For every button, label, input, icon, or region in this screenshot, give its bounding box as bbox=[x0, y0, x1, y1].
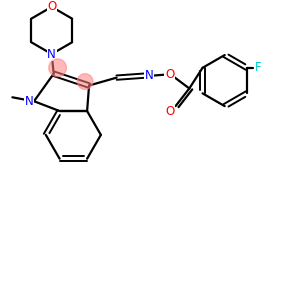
Text: O: O bbox=[47, 0, 56, 14]
Text: N: N bbox=[25, 95, 34, 108]
Text: O: O bbox=[165, 105, 174, 118]
Text: N: N bbox=[145, 69, 153, 82]
Text: N: N bbox=[47, 47, 56, 61]
Circle shape bbox=[77, 74, 93, 89]
Text: F: F bbox=[255, 61, 262, 74]
Text: O: O bbox=[165, 68, 174, 81]
Circle shape bbox=[49, 59, 67, 77]
